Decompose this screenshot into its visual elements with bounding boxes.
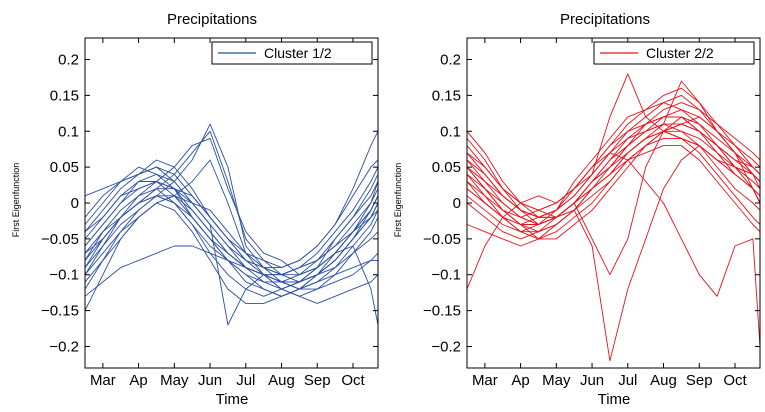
series-line-1 xyxy=(466,116,761,218)
series-line-10 xyxy=(84,166,379,290)
y-tick-label: 0.2 xyxy=(440,52,461,69)
series-layer xyxy=(84,123,379,326)
legend-box xyxy=(211,41,373,65)
x-tick-label: Oct xyxy=(723,372,747,389)
series-line-20 xyxy=(84,195,379,276)
series-line-12 xyxy=(84,202,379,297)
series-line-19 xyxy=(466,123,761,225)
legend-label: Cluster 1/2 xyxy=(264,45,332,61)
series-line-14 xyxy=(466,80,761,218)
x-tick-label: Ap xyxy=(511,372,529,389)
series-line-16 xyxy=(84,159,379,269)
series-line-10 xyxy=(466,109,761,218)
x-tick-label: Oct xyxy=(341,372,365,389)
series-line-14 xyxy=(84,181,379,326)
series-line-1 xyxy=(84,174,379,283)
x-tick-label: Jun xyxy=(580,372,604,389)
x-tick-label: Jul xyxy=(618,372,637,389)
y-tick-label: 0.2 xyxy=(58,52,79,69)
x-tick-label: Sep xyxy=(304,372,331,389)
x-axis-label: Time xyxy=(598,391,631,408)
y-tick-label: −0.15 xyxy=(423,303,461,320)
chart-title: Precipitations xyxy=(167,11,257,28)
x-tick-label: Ap xyxy=(129,372,147,389)
series-line-3 xyxy=(466,102,761,218)
series-line-17 xyxy=(466,94,761,211)
y-tick-label: 0.05 xyxy=(432,159,461,176)
x-axis-label: Time xyxy=(216,391,249,408)
y-tick-label: −0.15 xyxy=(41,303,79,320)
series-line-18 xyxy=(84,159,379,297)
legend-label: Cluster 2/2 xyxy=(646,45,714,61)
plot-area-frame xyxy=(466,37,761,369)
series-line-7 xyxy=(466,123,761,233)
tick-layer: 0.2 0.15 0.1 0.05 0 −0.05 −0.1 −0.15 −0.2 Mar Ap Ma… xyxy=(423,38,760,389)
legend-box xyxy=(593,41,755,65)
y-tick-label: 0.15 xyxy=(432,87,461,104)
y-tick-label: 0 xyxy=(71,195,79,212)
x-tick-label: May xyxy=(160,372,189,389)
y-tick-label: 0.05 xyxy=(50,159,79,176)
series-line-6 xyxy=(466,87,761,290)
series-line-15 xyxy=(466,130,761,240)
series-line-11 xyxy=(84,181,379,326)
series-line-11 xyxy=(466,152,761,347)
plot-area-frame xyxy=(84,37,379,369)
series-line-4 xyxy=(466,130,761,240)
tick-layer: 0.2 0.15 0.1 0.05 0 −0.05 −0.1 −0.15 −0.2 Mar Ap Ma… xyxy=(41,38,378,389)
y-tick-label: −0.2 xyxy=(49,338,79,355)
x-tick-label: Mar xyxy=(90,372,116,389)
series-line-19 xyxy=(84,173,379,290)
y-axis-label: First Eigenfunction xyxy=(393,163,403,238)
y-tick-label: 0.1 xyxy=(58,123,79,140)
x-tick-label: Sep xyxy=(686,372,713,389)
y-tick-label: −0.1 xyxy=(431,267,461,284)
series-line-6 xyxy=(84,130,379,283)
series-line-18 xyxy=(466,145,761,247)
legend: Cluster 1/2 xyxy=(211,41,373,65)
x-tick-label: Aug xyxy=(268,372,295,389)
series-line-16 xyxy=(466,137,761,225)
series-line-12 xyxy=(466,145,761,362)
x-tick-label: May xyxy=(542,372,571,389)
series-line-20 xyxy=(466,102,761,218)
series-line-15 xyxy=(84,195,379,276)
y-tick-label: −0.2 xyxy=(431,338,461,355)
x-tick-label: Aug xyxy=(650,372,677,389)
series-line-7 xyxy=(84,123,379,290)
series-line-17 xyxy=(84,188,379,283)
legend: Cluster 2/2 xyxy=(593,41,755,65)
y-tick-label: 0 xyxy=(453,195,461,212)
chart-panel-cluster-2: Precipitations First Eigenfunction Time … xyxy=(393,11,761,408)
x-tick-label: Jul xyxy=(236,372,255,389)
y-tick-label: −0.05 xyxy=(41,231,79,248)
y-tick-label: −0.1 xyxy=(49,267,79,284)
chart-title: Precipitations xyxy=(560,11,650,28)
y-tick-label: −0.05 xyxy=(423,231,461,248)
series-line-5 xyxy=(84,181,379,297)
series-layer xyxy=(466,73,761,362)
x-tick-label: Mar xyxy=(472,372,498,389)
y-tick-label: 0.1 xyxy=(440,123,461,140)
series-line-9 xyxy=(84,202,378,311)
y-axis-label: First Eigenfunction xyxy=(11,163,21,238)
x-tick-label: Jun xyxy=(198,372,222,389)
chart-panel-cluster-1: Precipitations First Eigenfunction Time … xyxy=(11,11,379,408)
y-tick-label: 0.15 xyxy=(50,87,79,104)
series-line-5 xyxy=(466,116,761,225)
